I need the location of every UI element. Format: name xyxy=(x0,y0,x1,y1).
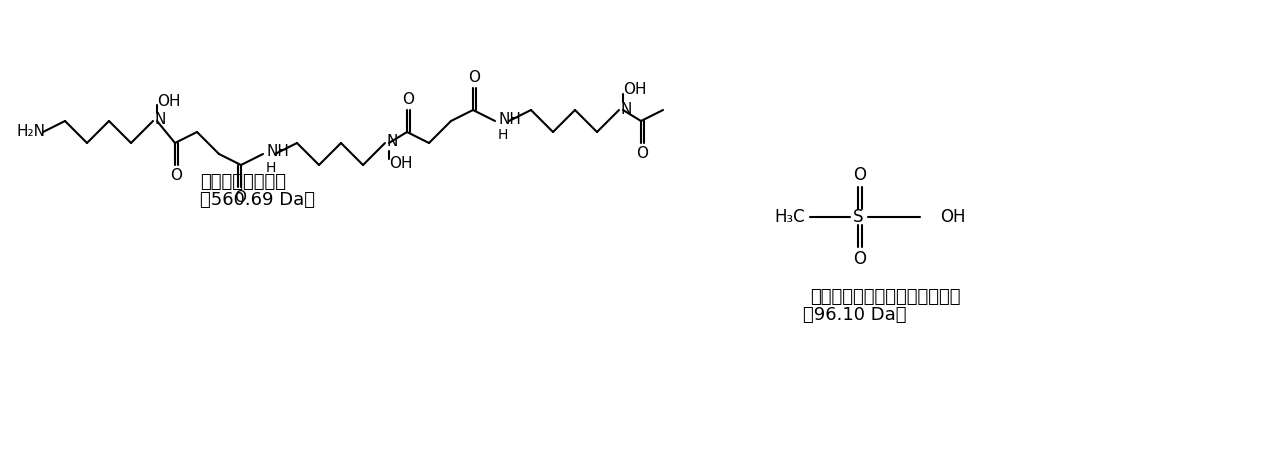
Text: H₃C: H₃C xyxy=(774,208,805,226)
Text: O: O xyxy=(636,145,648,160)
Text: S: S xyxy=(852,208,863,226)
Text: N: N xyxy=(620,101,631,117)
Text: O: O xyxy=(402,93,413,108)
Text: OH: OH xyxy=(157,93,180,109)
Text: OH: OH xyxy=(623,83,646,98)
Text: OH: OH xyxy=(940,208,965,226)
Text: O: O xyxy=(854,166,867,184)
Text: メタンスルホン酸（メシル酸）: メタンスルホン酸（メシル酸） xyxy=(810,288,960,306)
Text: NH: NH xyxy=(268,144,289,160)
Text: O: O xyxy=(234,189,246,204)
Text: デフェロキサミン: デフェロキサミン xyxy=(200,173,285,191)
Text: （560.69 Da）: （560.69 Da） xyxy=(200,191,315,209)
Text: H₂N: H₂N xyxy=(17,124,46,138)
Text: OH: OH xyxy=(389,155,412,170)
Text: O: O xyxy=(468,70,480,85)
Text: O: O xyxy=(854,250,867,268)
Text: NH: NH xyxy=(499,111,522,126)
Text: N: N xyxy=(154,112,165,127)
Text: （96.10 Da）: （96.10 Da） xyxy=(804,306,906,324)
Text: H: H xyxy=(266,161,276,175)
Text: H: H xyxy=(498,128,508,142)
Text: N: N xyxy=(387,135,397,150)
Text: O: O xyxy=(170,168,182,183)
